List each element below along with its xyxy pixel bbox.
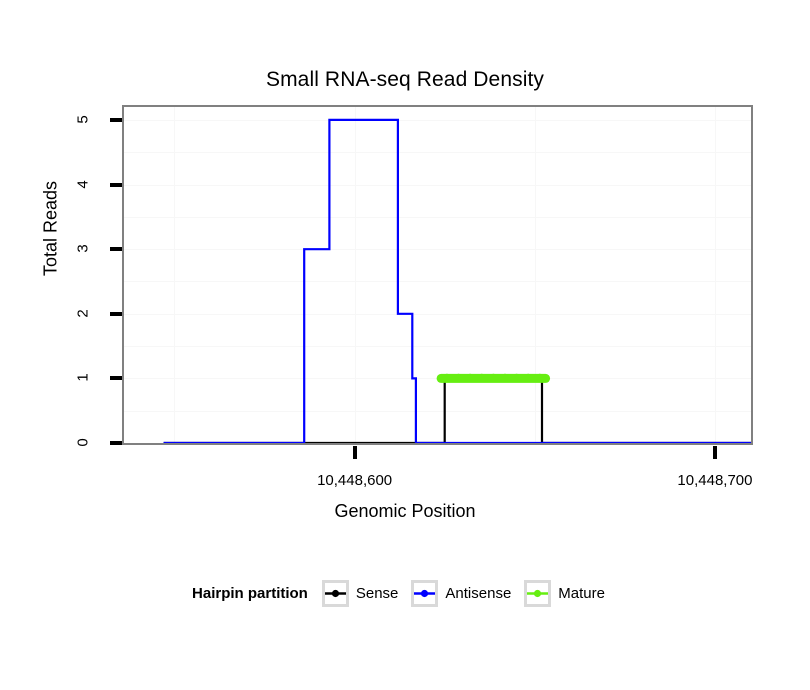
- x-tick-mark: [712, 446, 717, 459]
- series-point-mature: [502, 373, 508, 379]
- series-line-sense: [163, 377, 751, 443]
- legend-entries: Sense Antisense Mature: [321, 580, 618, 607]
- y-tick-mark: [110, 311, 122, 316]
- series-point-mature: [479, 373, 484, 379]
- plot-series-layer: [163, 118, 751, 443]
- legend-entry-sense[interactable]: Sense: [321, 580, 399, 607]
- y-tick-label: 3: [74, 244, 92, 253]
- y-tick-label: 5: [74, 115, 92, 124]
- series-point-mature: [514, 373, 519, 379]
- legend-key-antisense: [411, 580, 439, 607]
- legend-title: Hairpin partition: [192, 585, 308, 602]
- series-point-mature: [537, 373, 542, 379]
- series-point-mature: [456, 373, 461, 379]
- series-point-mature: [467, 373, 473, 379]
- gridline-horizontal: [124, 120, 751, 121]
- gridline-vertical-minor: [174, 107, 175, 443]
- legend-marker-icon: [527, 589, 549, 598]
- y-tick-label: 0: [74, 438, 92, 447]
- chart-title: Small RNA-seq Read Density: [265, 68, 545, 91]
- series-point-mature: [444, 373, 450, 379]
- y-tick-mark: [110, 182, 122, 187]
- x-tick-mark: [352, 446, 357, 459]
- legend-marker-icon: [414, 589, 436, 598]
- gridline-horizontal-minor: [124, 217, 751, 218]
- legend-marker-icon: [324, 589, 346, 598]
- legend-key-sense: [321, 580, 349, 607]
- gridline-horizontal-minor: [124, 346, 751, 347]
- legend-entry-mature[interactable]: Mature: [524, 580, 605, 607]
- gridline-horizontal: [124, 249, 751, 250]
- gridline-horizontal: [124, 314, 751, 315]
- x-tick-label: 10,448,700: [677, 472, 753, 489]
- x-axis-title: Genomic Position: [334, 501, 476, 521]
- series-line-antisense: [163, 118, 751, 443]
- y-tick-mark: [110, 441, 122, 445]
- gridline-vertical: [355, 107, 356, 443]
- legend-label: Sense: [355, 585, 399, 602]
- y-tick-label: 1: [74, 373, 92, 383]
- legend-label: Mature: [558, 585, 605, 602]
- gridline-vertical: [715, 107, 716, 443]
- series-point-mature: [491, 373, 496, 379]
- gridline-horizontal-minor: [124, 152, 751, 153]
- legend-entry-antisense[interactable]: Antisense: [411, 580, 511, 607]
- x-tick-label: 10,448,600: [317, 472, 393, 489]
- gridline-horizontal-minor: [124, 411, 751, 412]
- legend-key-mature: [524, 580, 552, 607]
- plot-panel: [122, 105, 753, 445]
- gridline-horizontal: [124, 443, 751, 444]
- y-tick-mark: [110, 117, 122, 122]
- legend-label: Antisense: [445, 585, 512, 602]
- gridline-horizontal-minor: [124, 281, 751, 282]
- y-tick-label: 2: [74, 309, 92, 318]
- y-tick-mark: [110, 247, 122, 252]
- gridline-horizontal: [124, 185, 751, 186]
- y-tick-label: 4: [74, 179, 92, 189]
- legend: Hairpin partition Sense Antisense Mature: [0, 580, 810, 607]
- y-tick-mark: [110, 376, 122, 381]
- series-point-mature: [526, 373, 531, 379]
- gridline-vertical-minor: [535, 107, 536, 443]
- y-axis-title: Total Reads: [40, 180, 61, 277]
